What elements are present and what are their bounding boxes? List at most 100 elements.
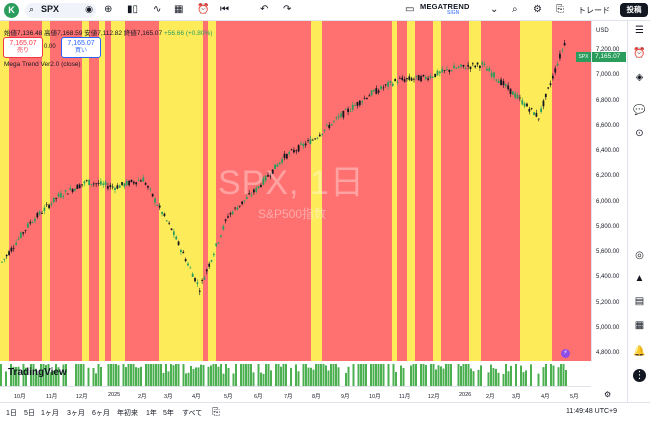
candle-body [380, 85, 382, 90]
candle-body [502, 81, 505, 86]
symbol-search-box[interactable]: ⌕ SPX ◉ [25, 3, 96, 18]
chevron-down-icon[interactable]: ⌄ [490, 4, 499, 15]
templates-icon[interactable]: ▦ [174, 4, 184, 15]
histogram-bar [175, 364, 177, 386]
histogram-bar [190, 365, 192, 386]
range-button[interactable]: 5日 [24, 410, 35, 417]
post-button[interactable]: 投稿 [620, 3, 648, 17]
top-toolbar: K ⌕ SPX ◉ ⊕ ▮▯ ∿ ▦ ⏰ ⏮ ↶ ↷ ▭ MEGATREND S… [0, 0, 650, 21]
profile-avatar[interactable]: K [4, 3, 19, 18]
range-button[interactable]: 年初来 [117, 410, 138, 417]
flash-icon[interactable]: ⚡ [561, 349, 570, 358]
signal-icon[interactable]: ▲ [634, 273, 645, 284]
histogram-bar [242, 364, 245, 386]
target-icon[interactable]: ◎ [635, 250, 644, 261]
date-tick: 11月 [46, 394, 58, 400]
trend-band-red [552, 21, 591, 361]
histogram-bar [312, 369, 315, 386]
layout-name[interactable]: MEGATREND [420, 2, 470, 11]
histogram-bar [537, 373, 540, 386]
alerts-icon[interactable]: ⏰ [633, 48, 646, 59]
range-button[interactable]: すべて [182, 410, 203, 417]
chat-icon[interactable]: 💬 [633, 105, 646, 116]
alert-icon[interactable]: ⏰ [197, 4, 210, 15]
histogram-bar [115, 364, 117, 386]
indicators-icon[interactable]: ∿ [153, 4, 162, 15]
histogram-bar [492, 368, 495, 386]
range-button[interactable]: 1年 [146, 410, 157, 417]
calendar-icon[interactable]: ▦ [634, 320, 645, 331]
watch-icon[interactable]: ◉ [85, 4, 93, 14]
range-button[interactable]: 5年 [163, 410, 174, 417]
indicator-label[interactable]: Mega Trend Ver2.0 (close) [4, 61, 81, 68]
histogram-bar [75, 364, 77, 386]
trade-button[interactable]: トレード [578, 6, 610, 15]
candle-body [198, 290, 201, 292]
range-button[interactable]: 6ヶ月 [92, 410, 110, 417]
redo-icon[interactable]: ↷ [283, 4, 292, 15]
sell-button[interactable]: 7,165.07 売り [3, 37, 43, 58]
ideas-icon[interactable]: ⊙ [635, 128, 644, 139]
undo-icon[interactable]: ↶ [260, 4, 269, 15]
histogram-bar [117, 365, 120, 386]
candle-body [401, 77, 404, 80]
histogram-bar [487, 372, 490, 386]
candle-body [535, 112, 538, 117]
candle-body [85, 180, 88, 182]
candle-style-icon[interactable]: ▮▯ [127, 4, 139, 15]
histogram-bar [82, 364, 85, 386]
candle-body [293, 149, 295, 153]
candle-body [325, 124, 328, 126]
candle-body [139, 180, 142, 182]
candle-body [196, 282, 199, 285]
chart-pane[interactable] [0, 21, 591, 361]
histogram-bar [305, 364, 307, 386]
gear-icon[interactable]: ⚙ [604, 390, 612, 399]
date-range-icon[interactable]: ⎘ [212, 407, 220, 418]
range-button[interactable]: 1日 [6, 410, 17, 417]
candle-body [212, 253, 215, 256]
histogram-bar [207, 366, 210, 386]
candle-body [443, 70, 446, 71]
watchlist-icon[interactable]: ☰ [635, 25, 644, 36]
histogram-bar [375, 364, 377, 386]
histogram-bar [12, 366, 15, 386]
histogram-bar [445, 364, 447, 386]
histogram-bar [40, 364, 42, 386]
histogram-bar [520, 365, 522, 386]
price-tick: 5,000.00 [596, 324, 620, 331]
histogram-bar [167, 371, 170, 386]
histogram-bar [150, 364, 152, 386]
histogram-bar [530, 364, 532, 386]
candle-body [453, 65, 455, 69]
candle-body [156, 205, 159, 206]
chart-icon[interactable]: ▤ [634, 296, 645, 307]
range-button[interactable]: 1ヶ月 [41, 410, 59, 417]
price-axis[interactable]: USD 7,200.00 7,000.00 6,800.00 6,600.00 6,40… [576, 21, 628, 361]
date-tick: 8月 [312, 394, 321, 400]
range-button[interactable]: 3ヶ月 [67, 410, 85, 417]
candle-body [26, 223, 29, 228]
candle-body [530, 107, 533, 109]
candle-body [429, 75, 432, 78]
buy-button[interactable]: 7,165.07 買い [61, 37, 101, 58]
replay-icon[interactable]: ⏮ [220, 4, 229, 15]
candle-body [297, 145, 300, 152]
search-layout-icon[interactable]: ⌕ [512, 4, 518, 15]
layout-icon[interactable]: ▭ [405, 4, 415, 15]
bell-icon[interactable]: 🔔 [633, 346, 646, 357]
price-tick: 6,400.00 [596, 148, 620, 154]
candle-body [410, 78, 413, 81]
apps-icon[interactable]: ⋮ [633, 369, 646, 382]
date-tick: 3月 [512, 394, 521, 400]
histogram-bar [107, 364, 110, 386]
add-symbol-icon[interactable]: ⊕ [104, 4, 113, 15]
layers-icon[interactable]: ◈ [635, 72, 644, 83]
date-tick: 7月 [284, 394, 293, 400]
settings-icon[interactable]: ⚙ [533, 4, 542, 15]
candle-body [245, 197, 248, 199]
histogram-bar [97, 364, 100, 386]
histogram-bar [430, 364, 432, 386]
camera-icon[interactable]: ⎘ [556, 4, 564, 15]
histogram-bar [80, 364, 82, 386]
